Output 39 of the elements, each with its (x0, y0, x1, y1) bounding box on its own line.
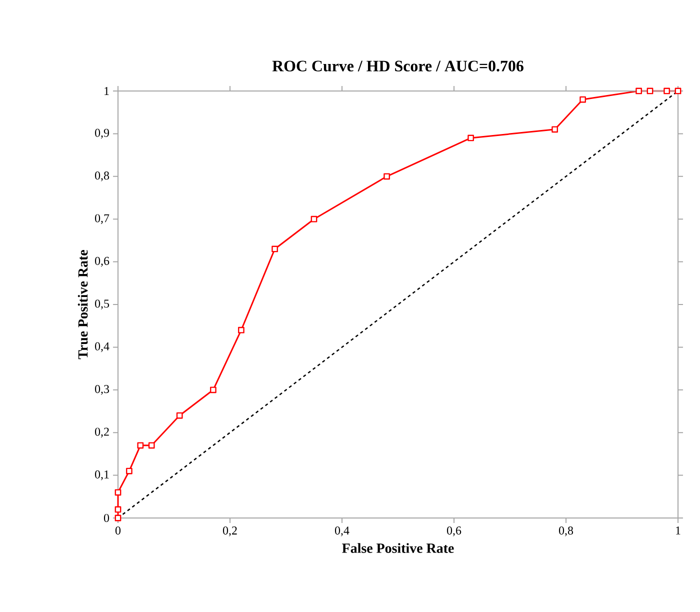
y-tick-label: 0,7 (95, 214, 110, 224)
point (137, 442, 144, 449)
x-tick-label: 0,2 (222, 526, 237, 536)
y-tick-label: 0 (104, 514, 110, 522)
x-tick-label: 0,8 (558, 526, 574, 536)
y-axis-title: True Positive Rate (78, 250, 88, 360)
chart-title: ROC Curve / HD Score / AUC=0.706 (272, 60, 524, 72)
y-tick-label: 0,2 (95, 428, 109, 438)
point (552, 126, 558, 133)
point (126, 468, 132, 474)
y-tick-label: 0,8 (95, 172, 110, 182)
y-tick-label: 0,9 (95, 128, 110, 139)
point (272, 246, 278, 252)
point (580, 96, 586, 103)
y-tick-label: 0,4 (95, 342, 110, 352)
point (664, 88, 670, 94)
point (176, 412, 183, 419)
point (468, 134, 474, 142)
x-tick-label: 0 (115, 526, 121, 535)
point (210, 386, 216, 394)
point (114, 506, 122, 513)
x-tick-label: 1 (676, 526, 680, 534)
point (114, 489, 122, 496)
point (674, 88, 682, 94)
x-axis-title: False Positive Rate (342, 543, 454, 553)
y-tick-label: 1 (104, 87, 109, 95)
x-tick-label: 0,4 (334, 526, 350, 536)
point (310, 216, 318, 222)
y-tick-label: 0,5 (95, 300, 110, 310)
point (646, 88, 654, 94)
y-tick-label: 0,6 (95, 256, 110, 267)
y-tick-label: 0,1 (95, 470, 109, 480)
point (238, 326, 244, 334)
y-tick-label: 0,3 (95, 385, 110, 395)
point (636, 88, 642, 94)
point (114, 514, 122, 522)
x-tick-label: 0,6 (446, 526, 462, 536)
point (148, 442, 155, 449)
point (384, 173, 390, 180)
